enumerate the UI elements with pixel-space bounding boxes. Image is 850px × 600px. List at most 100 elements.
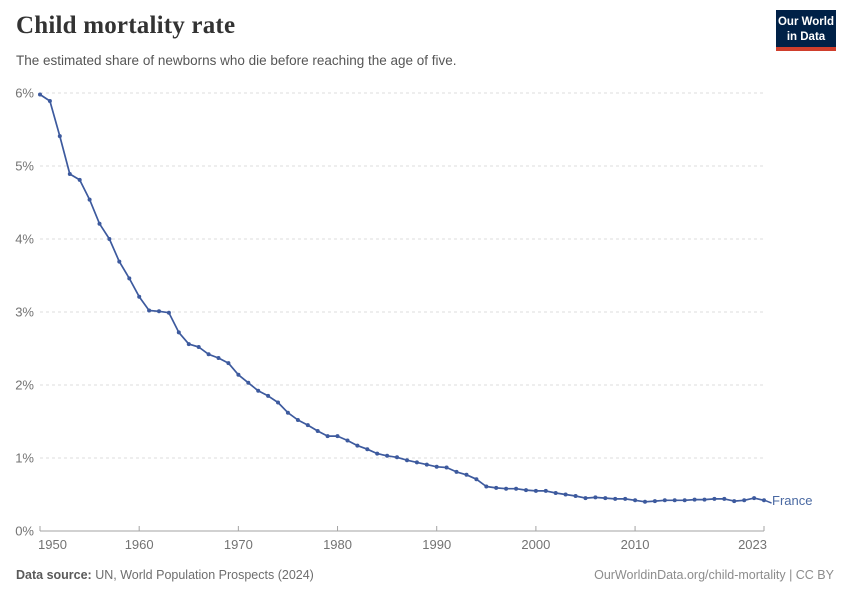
data-point[interactable] <box>67 172 72 176</box>
data-point[interactable] <box>454 469 459 474</box>
data-point[interactable] <box>702 497 707 502</box>
y-tick-label: 4% <box>15 232 34 247</box>
data-point[interactable] <box>583 496 588 501</box>
data-point[interactable] <box>662 498 667 503</box>
data-point[interactable] <box>117 259 122 264</box>
data-point[interactable] <box>127 276 132 281</box>
x-tick-label: 2000 <box>521 537 550 552</box>
data-point[interactable] <box>712 496 717 501</box>
data-point[interactable] <box>266 393 271 398</box>
data-point[interactable] <box>385 453 390 458</box>
data-point[interactable] <box>414 460 419 465</box>
y-tick-label: 6% <box>15 86 34 101</box>
data-point[interactable] <box>464 472 469 477</box>
data-points[interactable] <box>38 92 766 504</box>
data-point[interactable] <box>474 477 479 482</box>
data-point[interactable] <box>335 434 340 439</box>
data-point[interactable] <box>652 499 657 504</box>
data-source: Data source: UN, World Population Prospe… <box>16 568 314 582</box>
data-point[interactable] <box>276 400 280 405</box>
data-point[interactable] <box>504 486 509 491</box>
data-point[interactable] <box>752 496 757 501</box>
data-point[interactable] <box>295 418 300 422</box>
data-point[interactable] <box>603 496 608 501</box>
data-source-label: Data source: <box>16 568 92 582</box>
x-tick-label: 1990 <box>422 537 451 552</box>
data-point[interactable] <box>613 496 618 501</box>
data-point[interactable] <box>643 499 647 504</box>
data-point[interactable] <box>573 494 578 498</box>
data-point[interactable] <box>633 498 638 503</box>
data-point[interactable] <box>87 197 92 202</box>
data-point[interactable] <box>543 488 548 493</box>
data-point[interactable] <box>38 92 42 97</box>
data-point[interactable] <box>484 484 489 489</box>
axis-tick-labels: 0% 1% 2% 3% 4% 5% 6% 1950 1960 1970 1980 1990 2000 20… <box>15 86 767 553</box>
data-point[interactable] <box>47 99 52 103</box>
data-point[interactable] <box>77 177 82 182</box>
data-point[interactable] <box>722 496 727 501</box>
data-point[interactable] <box>246 380 251 385</box>
data-point[interactable] <box>405 458 409 463</box>
data-point[interactable] <box>365 447 370 452</box>
data-source-text: UN, World Population Prospects (2024) <box>95 568 314 582</box>
x-tick-label: 1950 <box>38 537 67 552</box>
data-point[interactable] <box>444 465 449 470</box>
data-point[interactable] <box>196 345 201 349</box>
data-point[interactable] <box>186 342 191 347</box>
data-point[interactable] <box>682 498 687 503</box>
data-point[interactable] <box>345 438 350 443</box>
x-tick-label: 1960 <box>125 537 154 552</box>
data-point[interactable] <box>672 498 677 503</box>
data-point[interactable] <box>524 488 528 493</box>
data-point[interactable] <box>533 488 538 493</box>
data-point[interactable] <box>375 451 380 456</box>
data-point[interactable] <box>166 310 171 315</box>
data-point[interactable] <box>355 443 360 448</box>
data-point[interactable] <box>395 455 399 460</box>
y-tick-label: 3% <box>15 305 34 320</box>
series-line-france[interactable] <box>39 93 765 503</box>
data-point[interactable] <box>137 294 142 299</box>
data-point[interactable] <box>315 429 320 433</box>
data-point[interactable] <box>107 237 112 241</box>
data-point[interactable] <box>216 356 221 360</box>
data-point[interactable] <box>514 486 519 491</box>
data-point[interactable] <box>285 410 290 415</box>
series-label-france[interactable]: France <box>772 492 813 508</box>
x-tick-label: 1970 <box>224 537 253 552</box>
series-label-connector <box>765 500 772 504</box>
data-point[interactable] <box>226 361 231 366</box>
data-point[interactable] <box>176 330 181 335</box>
data-point[interactable] <box>563 492 568 497</box>
x-tick-label: 1980 <box>323 537 352 552</box>
data-point[interactable] <box>256 388 261 393</box>
gridlines <box>40 92 766 459</box>
data-point[interactable] <box>157 309 161 314</box>
data-point[interactable] <box>424 462 429 467</box>
logo-line-2: in Data <box>786 31 826 43</box>
data-point[interactable] <box>236 372 241 377</box>
data-point[interactable] <box>305 423 310 428</box>
data-point[interactable] <box>553 491 558 495</box>
data-point[interactable] <box>742 498 747 503</box>
x-axis <box>39 526 765 532</box>
owid-logo: Our World in Data <box>776 10 836 51</box>
data-point[interactable] <box>57 134 62 139</box>
data-point[interactable] <box>147 308 152 313</box>
data-point[interactable] <box>434 464 439 469</box>
data-point[interactable] <box>97 221 102 226</box>
y-tick-label: 5% <box>15 159 34 174</box>
data-point[interactable] <box>206 352 211 357</box>
data-point[interactable] <box>593 495 598 500</box>
data-point[interactable] <box>325 434 330 439</box>
data-point[interactable] <box>623 496 628 501</box>
data-point[interactable] <box>762 498 766 503</box>
x-tick-label: 2023 <box>738 537 767 552</box>
data-point[interactable] <box>494 485 499 490</box>
data-point[interactable] <box>692 497 697 502</box>
data-point[interactable] <box>732 499 737 504</box>
y-tick-label: 1% <box>15 451 34 466</box>
